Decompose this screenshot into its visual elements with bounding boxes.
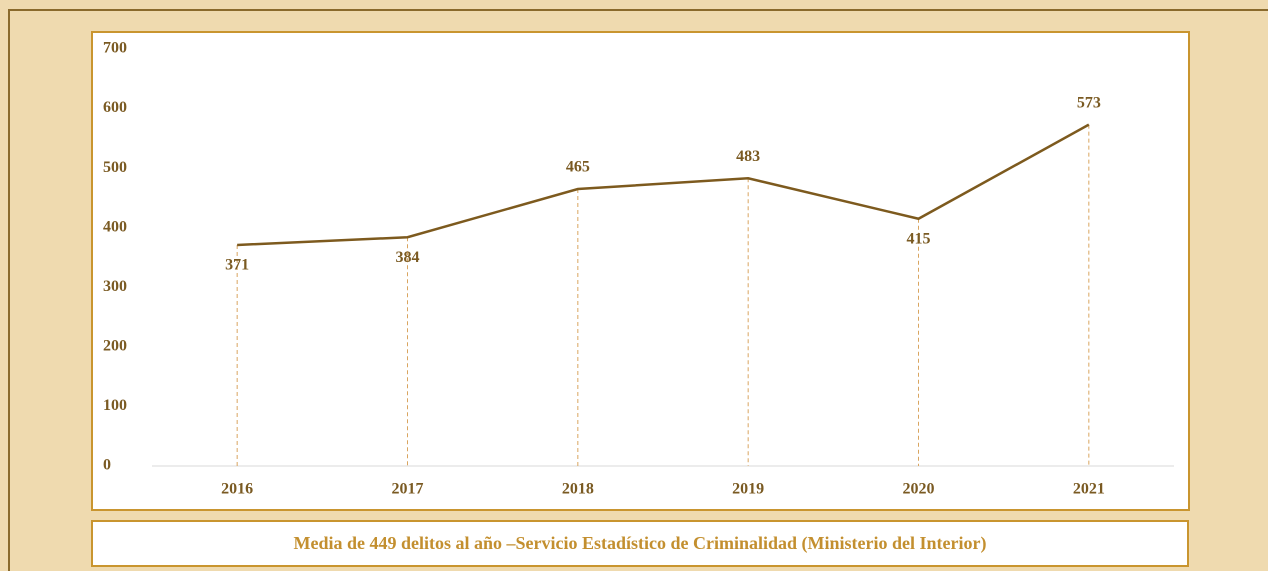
data-label: 415 [907,230,931,247]
x-tick-label: 2018 [562,481,594,498]
x-tick-label: 2017 [392,481,424,498]
data-label: 483 [736,148,760,165]
data-label: 465 [566,159,590,176]
data-label: 573 [1077,94,1101,111]
x-tick-label: 2020 [903,481,935,498]
data-label: 384 [396,249,420,266]
data-label: 371 [225,257,249,274]
y-tick-label: 200 [103,338,127,355]
y-tick-label: 100 [103,397,127,414]
y-tick-label: 500 [103,159,127,176]
x-tick-label: 2021 [1073,481,1105,498]
y-tick-label: 400 [103,218,127,235]
chart-box [91,31,1190,511]
x-tick-label: 2016 [221,481,253,498]
y-tick-label: 700 [103,40,127,57]
y-tick-label: 300 [103,278,127,295]
x-tick-label: 2019 [732,481,764,498]
caption: Media de 449 delitos al año –Servicio Es… [91,520,1189,567]
y-tick-label: 600 [103,99,127,116]
series-line [237,123,1090,247]
frame [8,9,1268,571]
y-tick-label: 0 [103,457,111,474]
